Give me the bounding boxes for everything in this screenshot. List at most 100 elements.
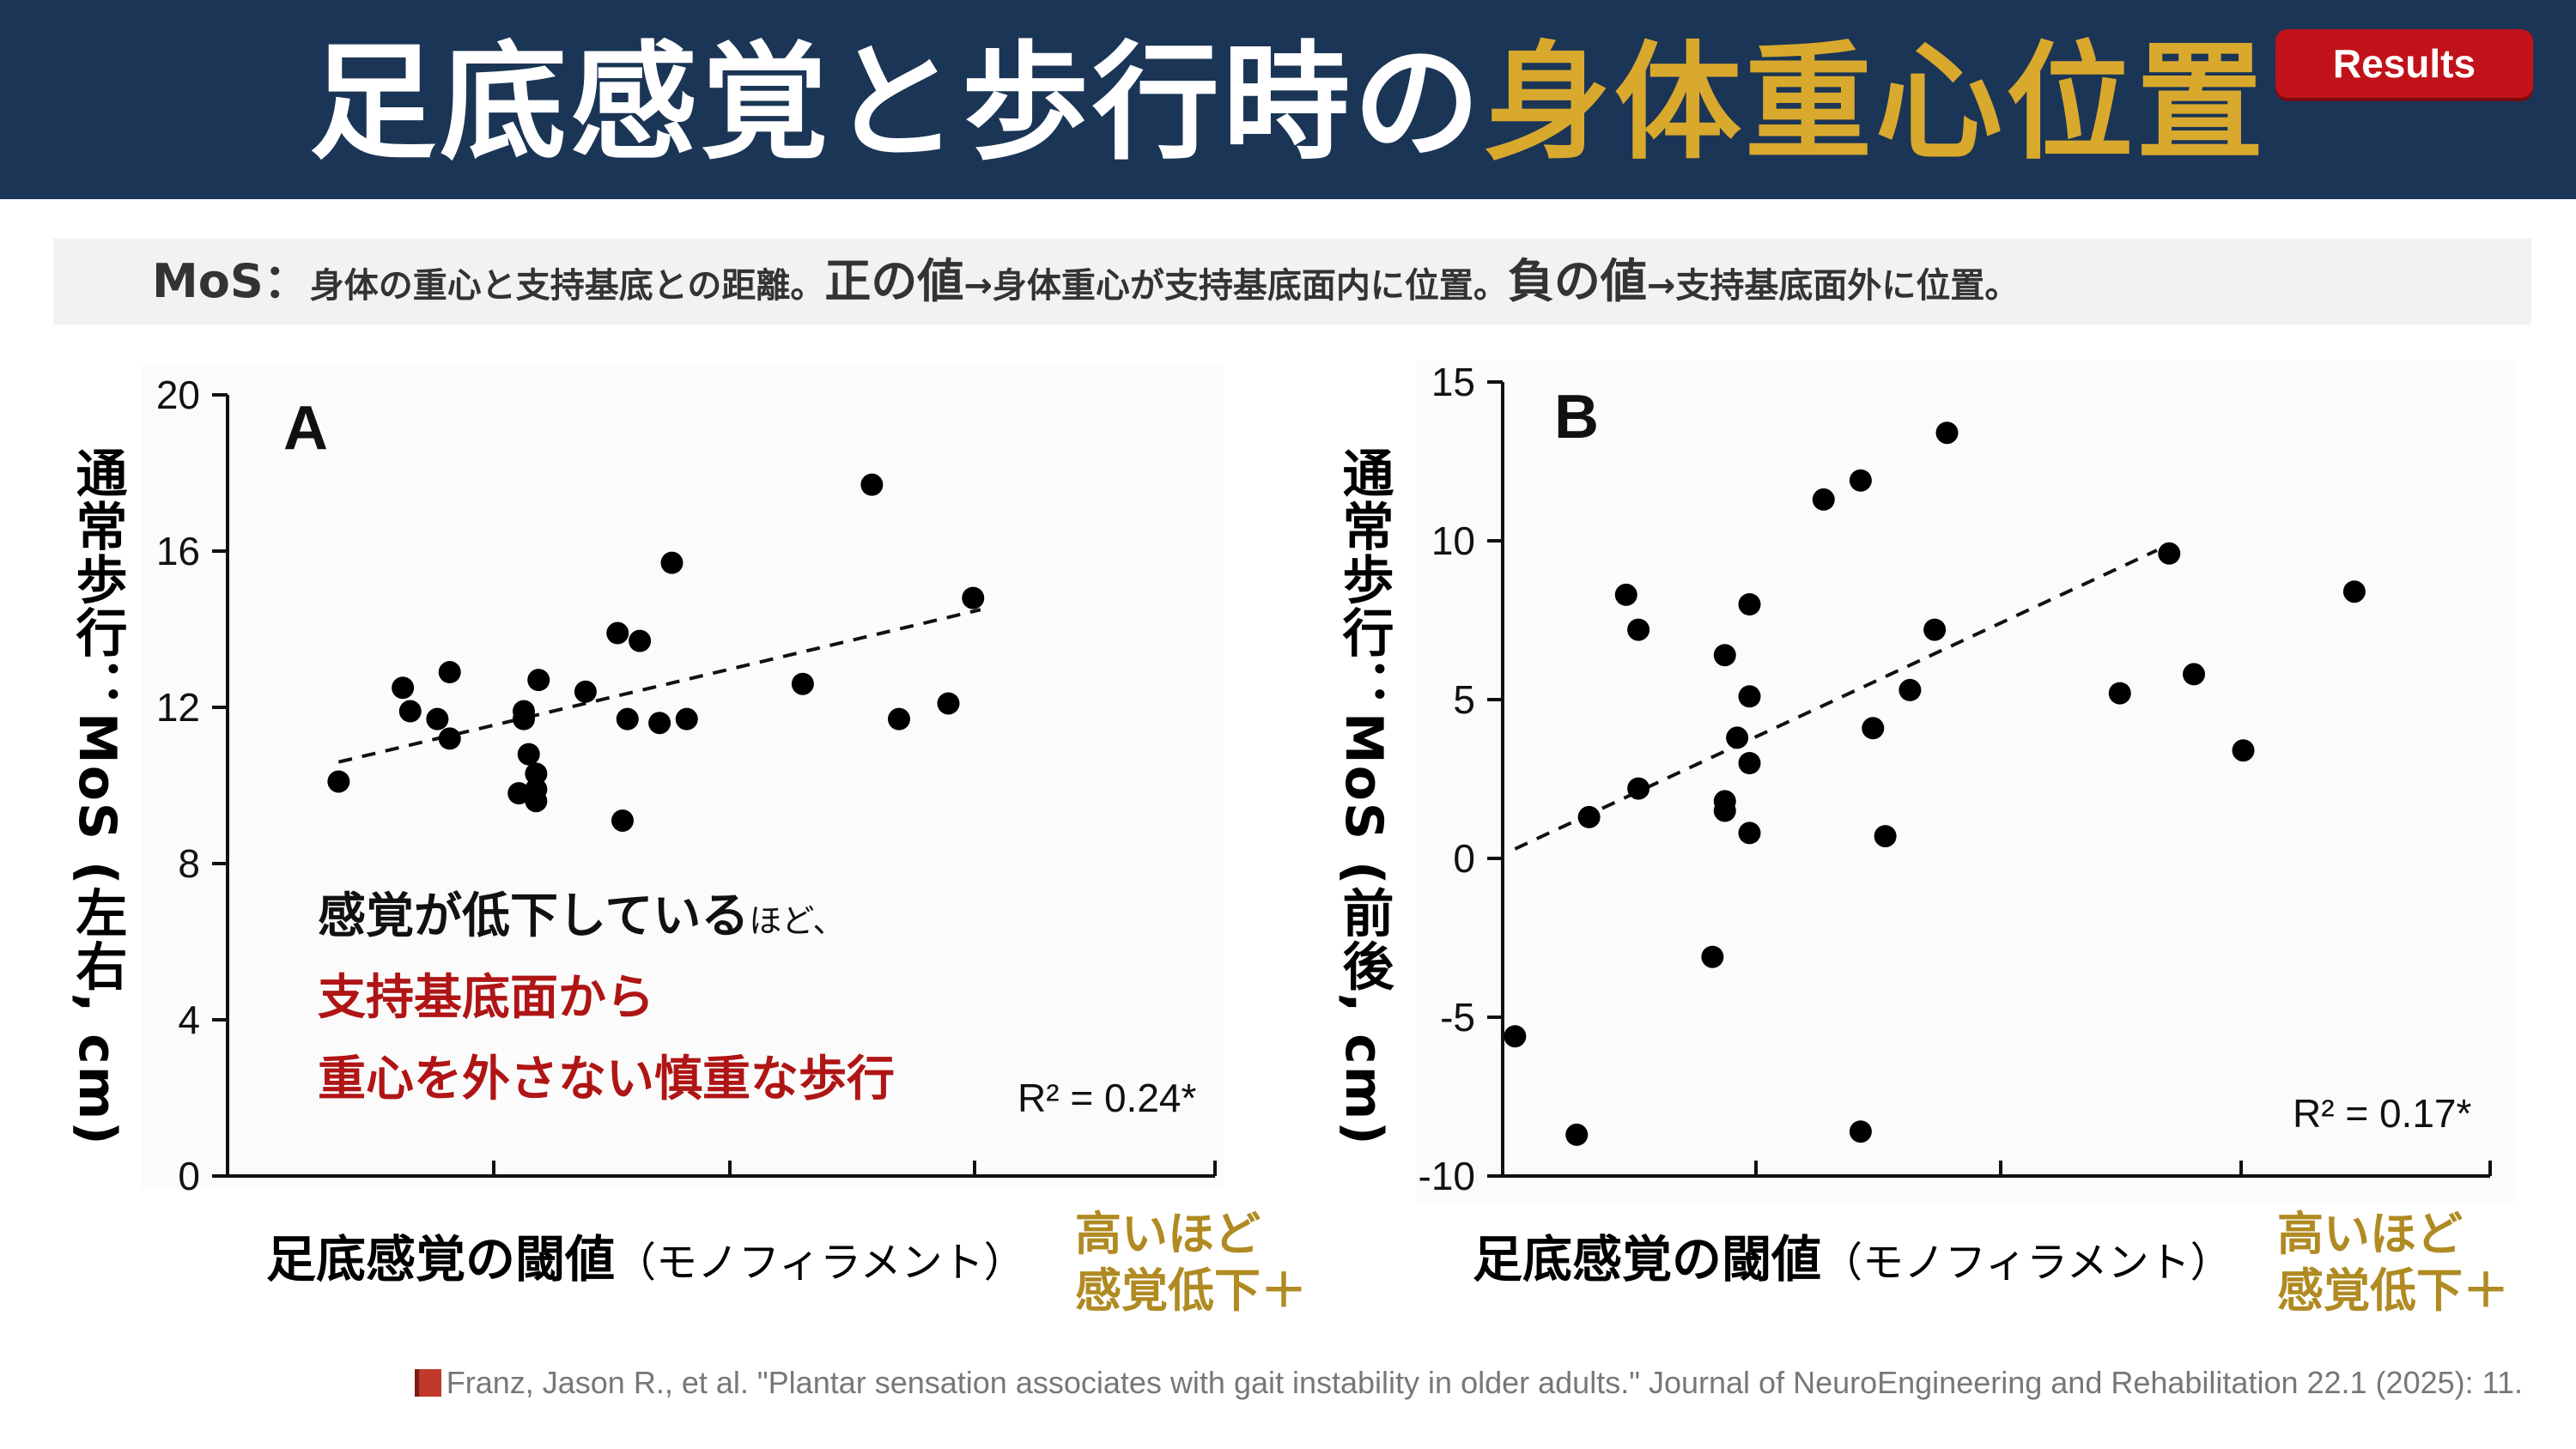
x-axis-label-a-main: 足底感覚の閾値 — [266, 1230, 616, 1288]
y-tick-label-a: 20 — [156, 373, 200, 417]
page-title: 足底感覚と歩行時の身体重心位置 — [0, 26, 2576, 180]
data-point-a — [629, 629, 652, 652]
chart-b-svg: -10 -5 0 5 10 15 B R² = 0.17* — [1419, 360, 2492, 1198]
data-point-a — [517, 743, 540, 766]
data-point-a — [660, 551, 683, 574]
panel-letter-a: A — [283, 394, 328, 463]
data-point-a — [606, 621, 629, 645]
definition-negative: 負の値 — [1507, 254, 1647, 308]
data-point-b — [1862, 717, 1885, 740]
x-note-a-line1: 高いほど — [1075, 1207, 1261, 1261]
data-point-b — [1627, 618, 1650, 641]
data-point-b — [1614, 583, 1637, 606]
header-bar: 足底感覚と歩行時の身体重心位置 Results — [0, 0, 2576, 199]
definition-t3: →身体重心が支持基底面内に位置。 — [963, 266, 1508, 306]
data-point-b — [2183, 663, 2205, 686]
data-point-b — [2158, 542, 2181, 565]
y-tick-label-b: -10 — [1419, 1154, 1475, 1198]
x-note-a-line2: 感覚低下＋ — [1075, 1264, 1307, 1318]
data-point-b — [1701, 945, 1724, 968]
definition-positive: 正の値 — [824, 254, 964, 308]
book-icon — [414, 1369, 441, 1397]
y-tick-label-b: 5 — [1453, 677, 1475, 722]
annotation-line-3: 重心を外さない慎重な歩行 — [318, 1052, 895, 1107]
data-point-b — [1713, 644, 1736, 667]
results-badge: Results — [2275, 29, 2533, 98]
y-tick-label-a: 8 — [178, 841, 200, 886]
x-axis-label-a-sub: （モノフィラメント） — [615, 1239, 1025, 1287]
x-note-b-line2: 感覚低下＋ — [2277, 1264, 2509, 1318]
x-axis-note-b: 高いほど 感覚低下＋ — [2277, 1206, 2509, 1319]
r-squared-label-b: R² = 0.17* — [2293, 1091, 2471, 1136]
title-main: 足底感覚と歩行時の — [309, 29, 1484, 177]
data-point-b — [1713, 799, 1736, 822]
data-point-a — [675, 707, 698, 731]
data-point-b — [1738, 822, 1761, 845]
data-point-a — [438, 727, 461, 750]
x-axis-note-a: 高いほど 感覚低下＋ — [1075, 1206, 1307, 1319]
y-tick-label-a: 16 — [156, 529, 200, 573]
x-axis-label-b-main: 足底感覚の閾値 — [1473, 1230, 1822, 1288]
citation-text: Franz, Jason R., et al. "Plantar sensati… — [446, 1365, 2523, 1400]
x-note-b-line1: 高いほど — [2277, 1207, 2463, 1261]
r-squared-label-a: R² = 0.24* — [1018, 1076, 1196, 1120]
annotation-line-2: 支持基底面から — [318, 970, 654, 1026]
trendline-a — [337, 608, 981, 764]
data-point-a — [438, 661, 461, 684]
x-axis-label-a: 足底感覚の閾値（モノフィラメント） — [266, 1219, 1025, 1291]
data-point-a — [648, 712, 671, 735]
chart-annotation: 感覚が低下しているほど、 支持基底面から 重心を外さない慎重な歩行 — [318, 876, 895, 1120]
y-tick-label-b: -5 — [1440, 995, 1475, 1040]
title-accent: 身体重心位置 — [1484, 29, 2267, 177]
annotation-line-1: 感覚が低下しているほど、 — [318, 876, 895, 957]
data-point-b — [1726, 726, 1749, 749]
data-point-b — [1899, 678, 1922, 701]
data-point-a — [937, 692, 960, 715]
y-tick-label-a: 12 — [156, 685, 200, 730]
x-axis-label-b: 足底感覚の閾値（モノフィラメント） — [1473, 1219, 2232, 1291]
data-point-b — [2342, 580, 2366, 603]
definition-text: MoS：身体の重心と支持基底との距離。正の値→身体重心が支持基底面内に位置。負の… — [152, 239, 2019, 329]
chart-panel-b: -10 -5 0 5 10 15 B R² = 0.17* — [1417, 360, 2516, 1202]
data-point-a — [525, 790, 548, 813]
data-point-a — [962, 586, 985, 609]
x-axis-label-b-sub: （モノフィラメント） — [1821, 1239, 2232, 1287]
data-point-b — [1812, 488, 1835, 511]
y-tick-label-b: 15 — [1431, 360, 1475, 404]
y-axis-label-b: 通常歩行：MoS (前後, cm) — [1334, 446, 1394, 1147]
data-point-a — [507, 782, 531, 805]
data-point-a — [791, 672, 814, 695]
data-point-a — [860, 473, 884, 496]
y-axis-label-a: 通常歩行：MoS (左右, cm) — [67, 446, 127, 1147]
definition-lead: MoS： — [152, 254, 310, 308]
y-tick-label-b: 0 — [1453, 836, 1475, 881]
citation: Franz, Jason R., et al. "Plantar sensati… — [414, 1365, 2523, 1401]
chart-panel-a: 0 4 8 12 16 20 A R² = 0.24* — [142, 365, 1224, 1198]
data-point-b — [1849, 469, 1872, 492]
annotation-line-1-main: 感覚が低下している — [318, 888, 750, 944]
data-point-b — [1504, 1025, 1527, 1048]
data-point-a — [392, 676, 415, 700]
data-point-a — [574, 680, 597, 703]
data-point-b — [2232, 739, 2255, 762]
data-point-b — [1738, 685, 1761, 708]
y-tick-label-b: 10 — [1431, 518, 1475, 563]
annotation-line-1-small: ほど、 — [749, 902, 846, 940]
data-point-b — [1935, 421, 1959, 445]
data-point-a — [527, 669, 550, 692]
data-point-b — [1577, 805, 1601, 828]
data-point-a — [426, 707, 449, 731]
data-point-b — [1565, 1123, 1589, 1146]
definition-t5: →支持基底面外に位置。 — [1646, 266, 2020, 306]
data-point-a — [888, 707, 910, 731]
y-tick-label-a: 0 — [178, 1154, 200, 1198]
mos-definition: MoS：身体の重心と支持基底との距離。正の値→身体重心が支持基底面内に位置。負の… — [53, 239, 2531, 324]
definition-t1: 身体の重心と支持基底との距離。 — [309, 266, 825, 306]
data-point-a — [611, 809, 634, 832]
chart-a-svg: 0 4 8 12 16 20 A R² = 0.24* — [156, 373, 1217, 1198]
data-point-b — [1849, 1120, 1872, 1143]
data-point-b — [1738, 593, 1761, 615]
data-point-a — [513, 707, 535, 731]
data-point-a — [398, 700, 422, 723]
data-point-b — [1923, 618, 1947, 641]
